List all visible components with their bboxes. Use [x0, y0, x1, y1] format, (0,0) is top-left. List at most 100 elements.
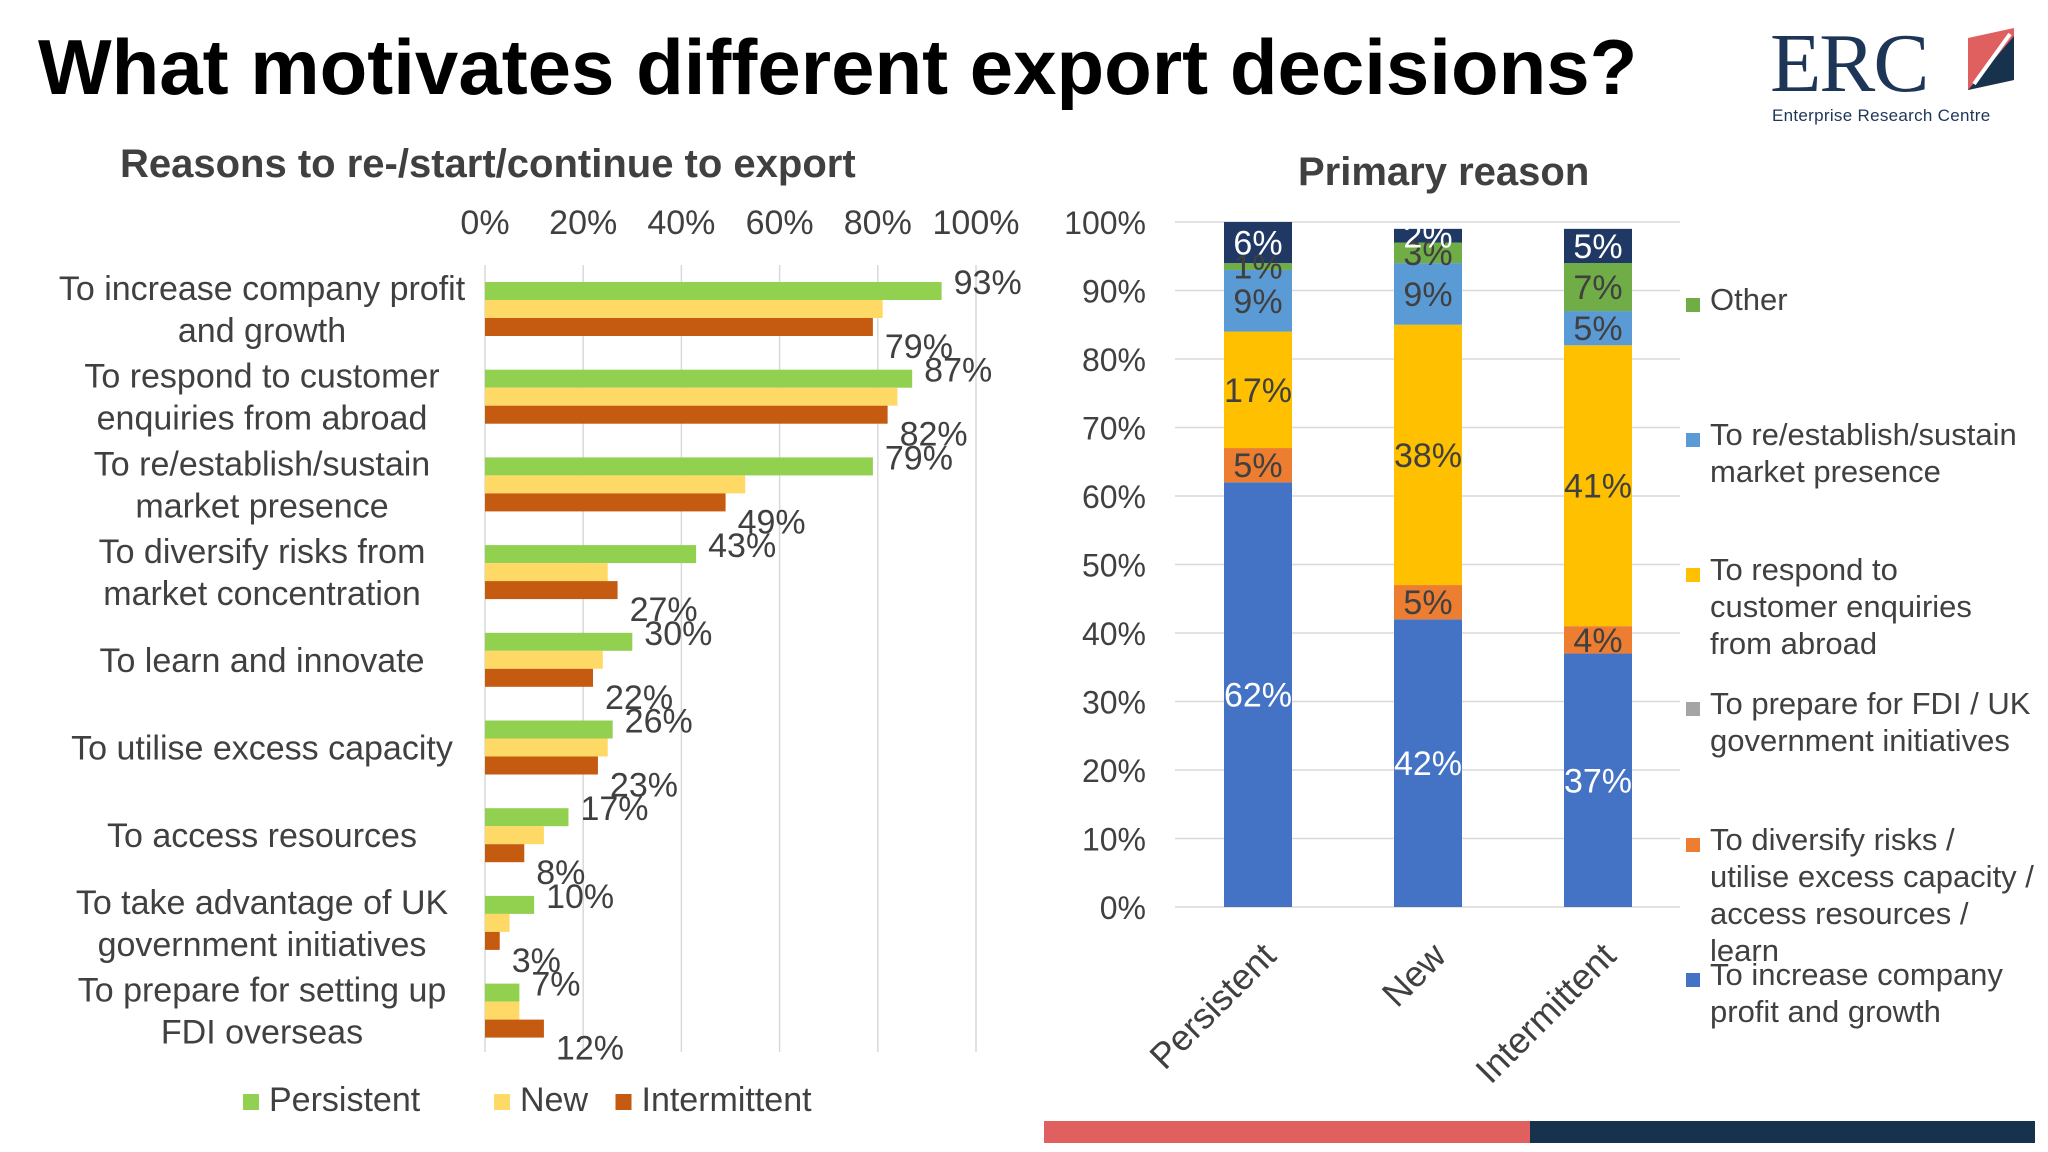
category-label: market concentration [103, 575, 421, 613]
legend-swatch [1686, 433, 1700, 447]
segment-label: 5% [1403, 584, 1452, 622]
legend-label: To diversify risks / [1710, 822, 1955, 857]
bar-persistent [485, 895, 535, 914]
segment [1394, 619, 1462, 907]
legend-swatch [1686, 973, 1700, 987]
bar-new [485, 563, 608, 582]
data-label: 23% [610, 767, 678, 805]
segment [1394, 228, 1462, 243]
logo-mark-icon [1968, 28, 2014, 90]
bar-intermittent [485, 1019, 544, 1038]
bar-new [485, 738, 608, 757]
segment-label: 6% [1233, 225, 1282, 263]
bar-new [485, 913, 510, 932]
legend-label: utilise excess capacity / [1710, 859, 2034, 894]
data-label: 43% [708, 527, 776, 565]
segment [1224, 448, 1292, 483]
bar-persistent [485, 983, 520, 1002]
category-label: To prepare for setting up [78, 972, 447, 1010]
segment-label: 9% [1403, 276, 1452, 314]
bar-persistent [485, 282, 942, 300]
x-tick-label: 60% [746, 204, 814, 242]
segment-label: 37% [1564, 762, 1632, 800]
y-tick-label: 100% [1064, 205, 1146, 241]
data-label: 7% [531, 966, 580, 1004]
category-label: government initiatives [98, 926, 427, 964]
segment [1394, 324, 1462, 586]
data-label: 3% [512, 942, 561, 980]
bar-persistent [485, 720, 613, 739]
segment-label: 5% [1573, 310, 1622, 348]
category-label: market presence [135, 487, 388, 525]
x-tick-label: 80% [844, 204, 912, 242]
category-label: and growth [178, 312, 346, 350]
bar-intermittent [485, 318, 873, 336]
left-chart-title: Reasons to re-/start/continue to export [120, 142, 856, 186]
bar-new [485, 387, 898, 406]
data-label: 79% [885, 328, 953, 366]
y-tick-label: 90% [1082, 274, 1146, 310]
bar-new [485, 826, 544, 845]
data-label: 26% [625, 703, 693, 741]
legend-swatch [1686, 702, 1700, 716]
segment [1224, 482, 1292, 907]
bar-intermittent [485, 844, 525, 863]
primary-reason-stacked-chart: 0% 10% 20% 30% 40% 50% 60% 70% 80% 90% 100% 62% 5% 17… [1064, 205, 2034, 1091]
segment [1564, 653, 1632, 907]
legend-label: To respond to [1710, 552, 1898, 587]
bar-intermittent [485, 756, 598, 775]
logo-subtitle: Enterprise Research Centre [1772, 106, 1991, 125]
segment-label: 5% [1233, 447, 1282, 485]
category-label: To diversify risks from [99, 533, 426, 571]
legend-label: Intermittent [642, 1081, 813, 1119]
legend-swatch [243, 1094, 259, 1110]
bar-persistent [485, 808, 569, 827]
legend-label: To increase company [1710, 957, 2003, 992]
segment [1224, 263, 1292, 270]
x-category-label: New [1374, 934, 1455, 1015]
data-label: 12% [556, 1030, 624, 1068]
bar-persistent [485, 632, 633, 651]
legend-label: To re/establish/sustain [1710, 417, 2017, 452]
segment-label: 38% [1394, 437, 1462, 475]
y-tick-label: 30% [1082, 685, 1146, 721]
page-title: What motivates different export decision… [38, 23, 1638, 111]
data-label: 79% [885, 439, 953, 477]
y-tick-label: 60% [1082, 479, 1146, 515]
segment [1564, 626, 1632, 654]
data-label: 82% [900, 416, 968, 454]
reasons-bar-chart: 0% 20% 40% 60% 80% 100% To increase company pr… [59, 204, 1022, 1119]
segment-label: 41% [1564, 468, 1632, 506]
data-label: 17% [580, 790, 648, 828]
y-tick-label: 80% [1082, 342, 1146, 378]
category-label: To re/establish/sustain [94, 445, 430, 483]
legend-label: New [520, 1081, 588, 1119]
legend-label: Persistent [269, 1081, 421, 1119]
legend-label: from abroad [1710, 626, 1877, 661]
legend-swatch [615, 1094, 632, 1110]
segment [1564, 345, 1632, 627]
category-label: To utilise excess capacity [71, 730, 453, 768]
category-label: To take advantage of UK [76, 884, 449, 922]
data-label: 27% [630, 591, 698, 629]
segment-label: 7% [1573, 269, 1622, 307]
legend-label: access resources / [1710, 896, 1969, 931]
data-label: 30% [644, 615, 712, 653]
segment-label: 1% [1233, 249, 1282, 287]
x-tick-label: 0% [460, 204, 509, 242]
category-label: To increase company profit [59, 270, 466, 308]
legend-label: government initiatives [1710, 723, 2010, 758]
bar-persistent [485, 369, 913, 388]
legend-label: Other [1710, 282, 1788, 317]
bar-intermittent [485, 581, 618, 600]
category-label: To learn and innovate [99, 642, 424, 680]
bar-new [485, 650, 603, 669]
x-tick-label: 20% [549, 204, 617, 242]
x-category-label: Persistent [1141, 935, 1283, 1077]
segment-label: 2% [1403, 218, 1452, 256]
data-label: 22% [605, 679, 673, 717]
bar-intermittent [485, 405, 888, 424]
segment-label: 4% [1573, 622, 1622, 660]
category-label: FDI overseas [161, 1014, 363, 1052]
legend-label: To prepare for FDI / UK [1710, 686, 2031, 721]
